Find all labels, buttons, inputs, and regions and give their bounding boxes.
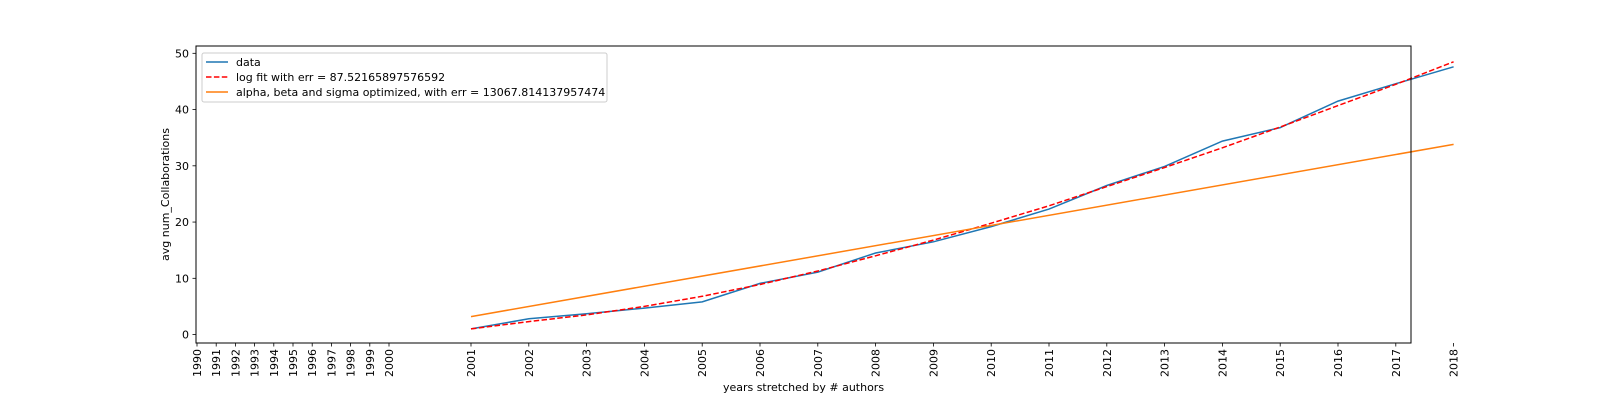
legend: data log fit with err = 87.52165897576592… [201,52,608,103]
legend-label-2: log fit with err = 87.52165897576592 [236,71,445,84]
x-tick-label: 2005 [696,349,709,377]
x-tick-label: 1997 [325,349,338,377]
legend-label-1: data [236,56,261,69]
y-tick-label: 50 [175,47,189,60]
x-tick-label: 1996 [306,349,319,377]
x-tick-label: 2013 [1159,349,1172,377]
x-tick-label: 2001 [465,349,478,377]
x-tick-label: 1994 [268,349,281,377]
x-axis-label: years stretched by # authors [723,381,884,394]
y-axis-label: avg num_Collaborations [159,128,172,261]
series-line-2 [470,61,1454,330]
x-tick-label: 2011 [1043,349,1056,377]
x-tick-label: 2003 [581,349,594,377]
x-tick-label: 1992 [229,349,242,377]
x-tick-label: 2017 [1390,349,1403,377]
x-tick-label: 2015 [1274,349,1287,377]
legend-box [201,52,608,103]
x-tick-label: 2000 [383,349,396,377]
x-tick-label: 2012 [1101,349,1114,377]
y-axis: 0 10 20 30 40 50 [175,47,196,342]
y-tick-label: 10 [175,272,189,285]
x-tick-label: 2016 [1332,349,1345,377]
x-tick-label: 2008 [870,349,883,377]
series-line-1 [470,66,1454,330]
x-tick-label: 1991 [210,349,223,377]
legend-label-3: alpha, beta and sigma optimized, with er… [236,86,605,99]
series-line-3 [470,143,1454,318]
x-tick-label: 1993 [249,349,262,377]
x-tick-label: 2009 [927,349,940,377]
x-tick-label: 2002 [523,349,536,377]
y-tick-label: 20 [175,216,189,229]
x-tick-label: 1990 [191,349,204,377]
x-tick-label: 2018 [1448,349,1461,377]
y-tick-label: 30 [175,160,189,173]
y-tick-label: 0 [182,329,189,342]
plot-area-frame [195,45,1412,344]
x-tick-label: 2014 [1216,349,1229,377]
x-axis: 1990 1991 1992 1993 1994 1995 1996 1997 1998 1999… [191,343,1461,377]
x-tick-label: 1999 [364,349,377,377]
y-tick-label: 40 [175,104,189,117]
x-tick-label: 1998 [345,349,358,377]
series-layer [470,61,1454,330]
x-tick-label: 2010 [985,349,998,377]
x-tick-label: 2006 [754,349,767,377]
x-tick-label: 2004 [638,349,651,377]
x-tick-label: 2007 [812,349,825,377]
x-tick-label: 1995 [287,349,300,377]
